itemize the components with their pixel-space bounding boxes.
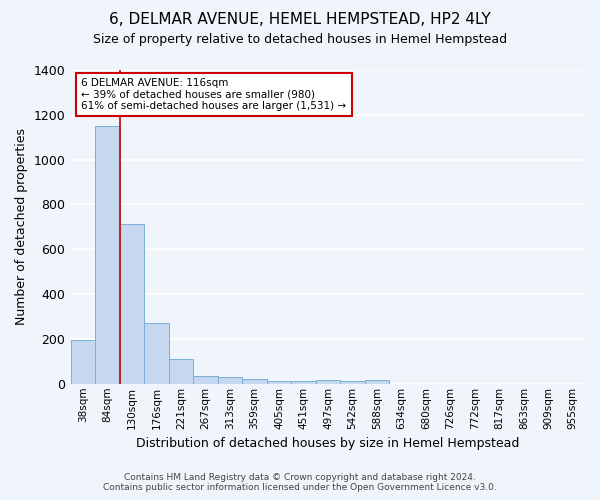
Text: Size of property relative to detached houses in Hemel Hempstead: Size of property relative to detached ho…	[93, 32, 507, 46]
Bar	[340, 381, 365, 384]
Y-axis label: Number of detached properties: Number of detached properties	[15, 128, 28, 326]
Bar	[95, 126, 120, 384]
Bar	[316, 380, 340, 384]
Bar	[242, 379, 267, 384]
Text: 6 DELMAR AVENUE: 116sqm
← 39% of detached houses are smaller (980)
61% of semi-d: 6 DELMAR AVENUE: 116sqm ← 39% of detache…	[81, 78, 346, 111]
Bar	[267, 381, 291, 384]
Bar	[71, 340, 95, 384]
Bar	[169, 360, 193, 384]
Bar	[120, 224, 145, 384]
Bar	[218, 378, 242, 384]
Text: Contains HM Land Registry data © Crown copyright and database right 2024.
Contai: Contains HM Land Registry data © Crown c…	[103, 473, 497, 492]
Text: 6, DELMAR AVENUE, HEMEL HEMPSTEAD, HP2 4LY: 6, DELMAR AVENUE, HEMEL HEMPSTEAD, HP2 4…	[109, 12, 491, 28]
Bar	[193, 376, 218, 384]
X-axis label: Distribution of detached houses by size in Hemel Hempstead: Distribution of detached houses by size …	[136, 437, 520, 450]
Bar	[145, 323, 169, 384]
Bar	[291, 381, 316, 384]
Bar	[365, 380, 389, 384]
